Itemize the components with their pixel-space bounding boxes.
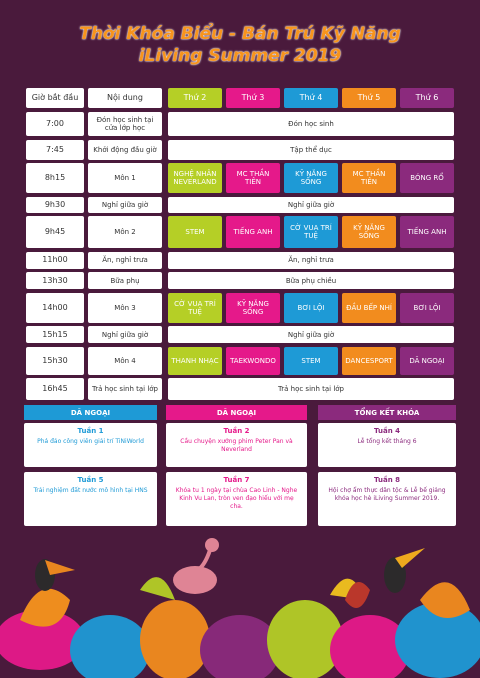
time-cell: 11h00 [26,251,84,269]
week-title: Tuần 2 [223,427,250,435]
time-cell: 15h30 [26,346,84,375]
subject-cell: KỸ NĂNG SỐNG [226,292,280,323]
span-cell: Đón học sinh [168,112,454,136]
content-cell: Nghỉ giữa giờ [88,196,162,213]
subject-cell: BƠI LỘI [284,292,338,323]
time-cell: 16h45 [26,378,84,400]
subject-cell: TIẾNG ANH [226,216,280,248]
time-cell: 14h00 [26,292,84,323]
span-cell: Nghỉ giữa giờ [168,196,454,213]
header-cell: Giờ bắt đầu [26,88,84,108]
content-cell: Môn 2 [88,216,162,248]
week-text: Cầu chuyện xướng phim Peter Pan và Never… [180,438,293,453]
subject-cell: NGHỆ NHÂN NEVERLAND [168,163,222,193]
span-cell: Nghỉ giữa giờ [168,326,454,343]
week-text: Lễ tổng kết tháng 6 [357,438,417,445]
subject-cell: STEM [284,346,338,375]
day-header: Thứ 3 [226,88,280,108]
title: iLiving Summer 2019 [138,46,342,66]
subject-cell: ĐẦU BẾP NHÍ [342,292,396,323]
week-text: Trải nghiệm đất nước mô hình tại HNS [33,487,148,494]
week-title: Tuần 1 [77,427,104,435]
header-cell: Nội dung [88,88,162,108]
week-box: Tuần 7 Khóa tu 1 ngày tại chùa Cao Linh -… [166,472,307,526]
subject-cell: DANCESPORT [342,346,396,375]
day-header: Thứ 5 [342,88,396,108]
content-cell: Đón học sinh tại cửa lớp học [88,112,162,136]
day-header: Thứ 6 [400,88,454,108]
time-cell: 15h15 [26,326,84,343]
week-text: Hội chợ ẩm thực dân tộc & Lễ bế giảng kh… [328,487,446,502]
content-cell: Ăn, nghỉ trưa [88,251,162,269]
content-cell: Khởi động đầu giờ [88,139,162,160]
content-cell: Nghỉ giữa giờ [88,326,162,343]
activity-header: TỔNG KẾT KHÓA [318,405,456,420]
time-cell: 7:00 [26,112,84,136]
week-text: Khóa tu 1 ngày tại chùa Cao Linh - Nghe … [175,487,298,510]
week-title: Tuần 5 [77,476,104,484]
content-cell: Môn 4 [88,346,162,375]
week-box: Tuần 1 Phá đảo công viên giải trí TiNiWor… [24,423,157,467]
span-cell: Ăn, nghỉ trưa [168,251,454,269]
subject-cell: TIẾNG ANH [400,216,454,248]
content-cell: Trả học sinh tại lớp [88,378,162,400]
subject-cell: TAEKWONDO [226,346,280,375]
subject-cell: KỸ NĂNG SỐNG [342,216,396,248]
time-cell: 13h30 [26,272,84,289]
subject-cell: BÓNG RỔ [400,163,454,193]
week-box: Tuần 8 Hội chợ ẩm thực dân tộc & Lễ bế gi… [318,472,456,526]
subject-cell: CỜ VUA TRÍ TUỆ [284,216,338,248]
day-header: Thứ 2 [168,88,222,108]
activity-header: DÃ NGOẠI [24,405,157,420]
span-cell: Bữa phụ chiều [168,272,454,289]
time-cell: 7:45 [26,139,84,160]
week-title: Tuần 4 [373,427,400,435]
week-box: Tuần 5 Trải nghiệm đất nước mô hình tại H… [24,472,157,526]
content-cell: Môn 3 [88,292,162,323]
title: Thời Khóa Biểu - Bán Trú Kỹ Năng [79,24,401,44]
content-cell: Bữa phụ [88,272,162,289]
subject-cell: BƠI LỘI [400,292,454,323]
time-cell: 9h30 [26,196,84,213]
time-cell: 9h45 [26,216,84,248]
subject-cell: THANH NHẠC [168,346,222,375]
subject-cell: MC THẦN TIÊN [226,163,280,193]
week-title: Tuần 7 [223,476,250,484]
span-cell: Trả học sinh tại lớp [168,378,454,400]
content-cell: Môn 1 [88,163,162,193]
subject-cell: CỜ VUA TRÍ TUỆ [168,292,222,323]
time-cell: 8h15 [26,163,84,193]
activity-header: DÃ NGOẠI [166,405,307,420]
subject-cell: KỸ NĂNG SỐNG [284,163,338,193]
subject-cell: DÃ NGOẠI [400,346,454,375]
week-box: Tuần 2 Cầu chuyện xướng phim Peter Pan và… [166,423,307,467]
week-title: Tuần 8 [373,476,400,484]
subject-cell: MC THẦN TIÊN [342,163,396,193]
subject-cell: STEM [168,216,222,248]
span-cell: Tập thể dục [168,139,454,160]
week-text: Phá đảo công viên giải trí TiNiWorld [37,438,144,445]
week-box: Tuần 4 Lễ tổng kết tháng 6 [318,423,456,467]
day-header: Thứ 4 [284,88,338,108]
